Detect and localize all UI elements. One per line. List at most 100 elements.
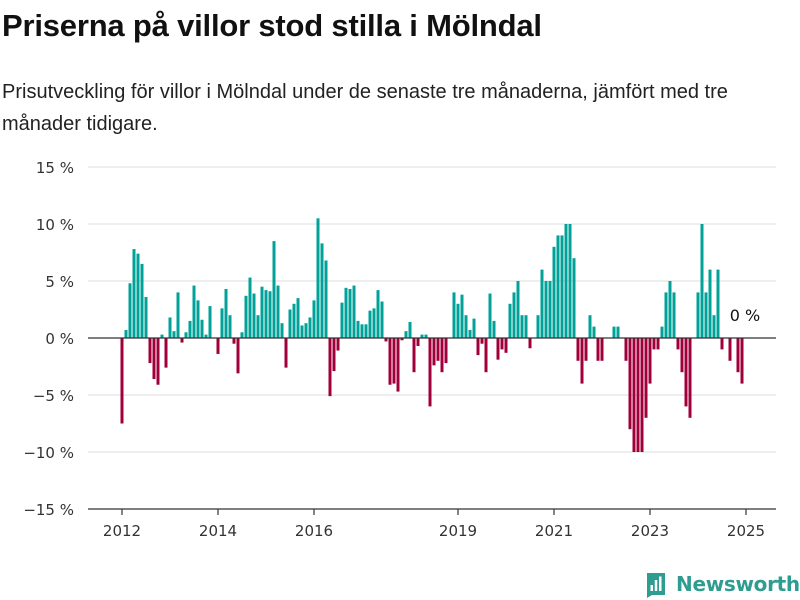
bar <box>172 331 176 338</box>
bar <box>412 338 416 373</box>
bar <box>384 338 388 342</box>
bar <box>652 338 656 350</box>
bars <box>120 218 744 452</box>
bar <box>188 320 192 338</box>
bar <box>440 338 444 373</box>
bar <box>352 285 356 338</box>
chart-subtitle: Prisutveckling för villor i Mölndal unde… <box>2 81 728 135</box>
bar <box>728 338 732 361</box>
bar <box>452 292 456 338</box>
x-tick-label: 2016 <box>295 522 333 540</box>
bar <box>204 334 208 338</box>
bar <box>328 338 332 397</box>
bar <box>184 332 188 338</box>
bar <box>260 286 264 338</box>
bar <box>644 338 648 418</box>
bar <box>676 338 680 350</box>
bar <box>296 298 300 338</box>
bar <box>400 338 404 341</box>
bar <box>120 338 124 424</box>
y-tick-label: 15 % <box>36 159 74 177</box>
bar <box>492 320 496 338</box>
bar <box>484 338 488 373</box>
bar <box>632 338 636 452</box>
bar <box>392 338 396 384</box>
bar <box>740 338 744 384</box>
bar <box>236 338 240 374</box>
bar <box>256 315 260 338</box>
bar <box>300 325 304 338</box>
bar <box>344 287 348 338</box>
bar <box>348 288 352 338</box>
bar <box>648 338 652 384</box>
bar <box>472 318 476 338</box>
bar <box>156 338 160 385</box>
bar <box>496 338 500 360</box>
bar <box>132 249 136 338</box>
bar <box>600 338 604 361</box>
bar <box>364 324 368 338</box>
bar <box>140 263 144 338</box>
bar <box>280 323 284 338</box>
bar <box>660 326 664 338</box>
bar <box>624 338 628 361</box>
bar <box>268 291 272 338</box>
bar <box>264 290 268 338</box>
bar <box>536 315 540 338</box>
x-tick-label: 2025 <box>727 522 765 540</box>
bar <box>244 295 248 338</box>
chart-title: Priserna på villor stod stilla i Mölndal <box>2 8 542 43</box>
bar <box>664 292 668 338</box>
bar <box>288 309 292 338</box>
y-tick-label: 10 % <box>36 216 74 234</box>
bar <box>336 338 340 351</box>
bar <box>208 306 212 338</box>
bar <box>416 338 420 346</box>
bar <box>528 338 532 349</box>
bar <box>668 281 672 338</box>
bar <box>504 338 508 353</box>
y-tick-label: −15 % <box>23 501 74 519</box>
bar <box>520 315 524 338</box>
bar <box>612 326 616 338</box>
bar <box>164 338 168 368</box>
bar <box>640 338 644 452</box>
bar <box>124 330 128 338</box>
bar <box>712 315 716 338</box>
bar <box>180 338 184 343</box>
bar <box>308 317 312 338</box>
bar <box>592 326 596 338</box>
bar <box>276 285 280 338</box>
bar <box>228 315 232 338</box>
bar <box>320 243 324 338</box>
bar <box>176 292 180 338</box>
bar <box>512 292 516 338</box>
bar <box>356 320 360 338</box>
bar <box>148 338 152 364</box>
x-tick-label: 2014 <box>199 522 237 540</box>
bar <box>192 285 196 338</box>
bar <box>708 269 712 338</box>
bar <box>428 338 432 407</box>
brand-name: Newsworthy <box>676 572 800 596</box>
bar <box>516 281 520 338</box>
bar <box>432 338 436 366</box>
y-tick-label: 0 % <box>45 330 74 348</box>
bar <box>576 338 580 361</box>
bar <box>560 235 564 338</box>
bar <box>332 338 336 372</box>
bar <box>396 338 400 392</box>
bar <box>252 293 256 338</box>
bar <box>720 338 724 350</box>
bar <box>232 338 236 344</box>
bar <box>544 281 548 338</box>
bar <box>704 292 708 338</box>
bar <box>360 324 364 338</box>
bar <box>224 288 228 338</box>
bar <box>552 246 556 338</box>
bar <box>488 293 492 338</box>
bar <box>388 338 392 385</box>
bar <box>136 253 140 338</box>
bar <box>696 292 700 338</box>
bar <box>580 338 584 384</box>
